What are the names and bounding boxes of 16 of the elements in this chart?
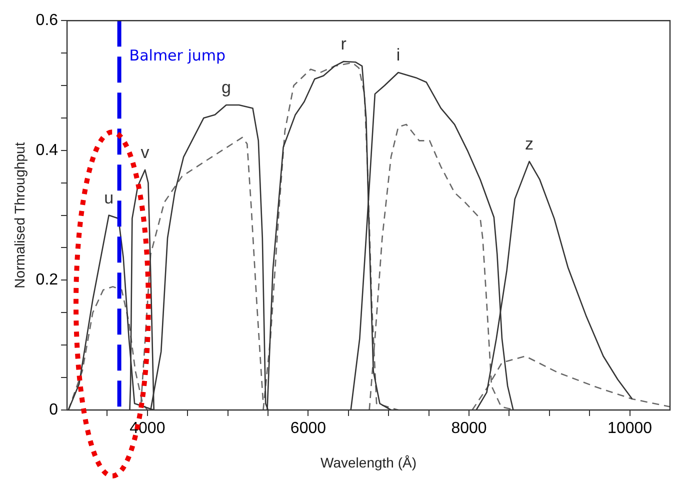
y-tick-label: 0 <box>49 401 58 418</box>
x-tick-label: 10000 <box>608 420 652 438</box>
series-label: v <box>140 143 150 162</box>
series-label: g <box>221 78 231 98</box>
y-tick-label: 0.4 <box>36 142 58 159</box>
series-label: r <box>340 34 347 54</box>
y-axis-title: Normalised Throughput <box>11 142 28 288</box>
y-tick-label: 0.6 <box>36 12 58 30</box>
series-label: u <box>104 188 114 208</box>
ref-line-label: Balmer jump <box>129 46 226 64</box>
series-label: i <box>396 46 400 65</box>
series-label: z <box>525 134 534 154</box>
x-tick-label: 8000 <box>451 420 487 438</box>
x-axis-title: Wavelength (Å) <box>320 454 417 470</box>
y-tick-label: 0.2 <box>36 272 58 289</box>
x-tick-label: 6000 <box>290 420 326 438</box>
